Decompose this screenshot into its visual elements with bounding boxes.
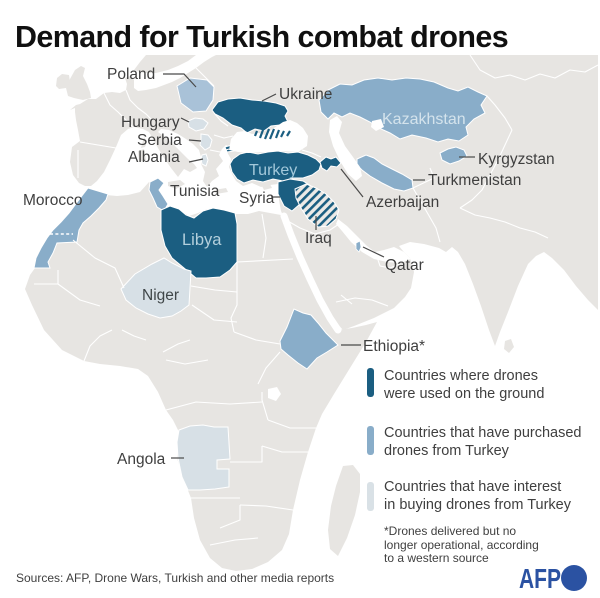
- svg-text:Angola: Angola: [117, 451, 166, 468]
- svg-text:Turkey: Turkey: [249, 162, 297, 179]
- svg-text:Qatar: Qatar: [385, 257, 424, 274]
- svg-text:Turkmenistan: Turkmenistan: [428, 172, 521, 189]
- svg-text:Morocco: Morocco: [23, 192, 82, 209]
- svg-text:Tunisia: Tunisia: [170, 183, 220, 200]
- svg-text:Azerbaijan: Azerbaijan: [366, 194, 439, 211]
- svg-text:AFP: AFP: [519, 563, 561, 594]
- svg-text:Ukraine: Ukraine: [279, 86, 332, 103]
- svg-text:Kazakhstan: Kazakhstan: [382, 111, 466, 128]
- svg-text:Libya: Libya: [182, 231, 222, 249]
- svg-text:Niger: Niger: [142, 287, 179, 304]
- svg-text:Albania: Albania: [128, 149, 180, 166]
- svg-text:Poland: Poland: [107, 66, 155, 83]
- svg-text:Ethiopia*: Ethiopia*: [363, 338, 425, 355]
- svg-text:Syria: Syria: [239, 190, 275, 207]
- svg-text:Kyrgyzstan: Kyrgyzstan: [478, 151, 555, 168]
- svg-text:Serbia: Serbia: [137, 132, 182, 149]
- svg-text:Iraq: Iraq: [305, 230, 332, 247]
- svg-text:Hungary: Hungary: [121, 114, 180, 131]
